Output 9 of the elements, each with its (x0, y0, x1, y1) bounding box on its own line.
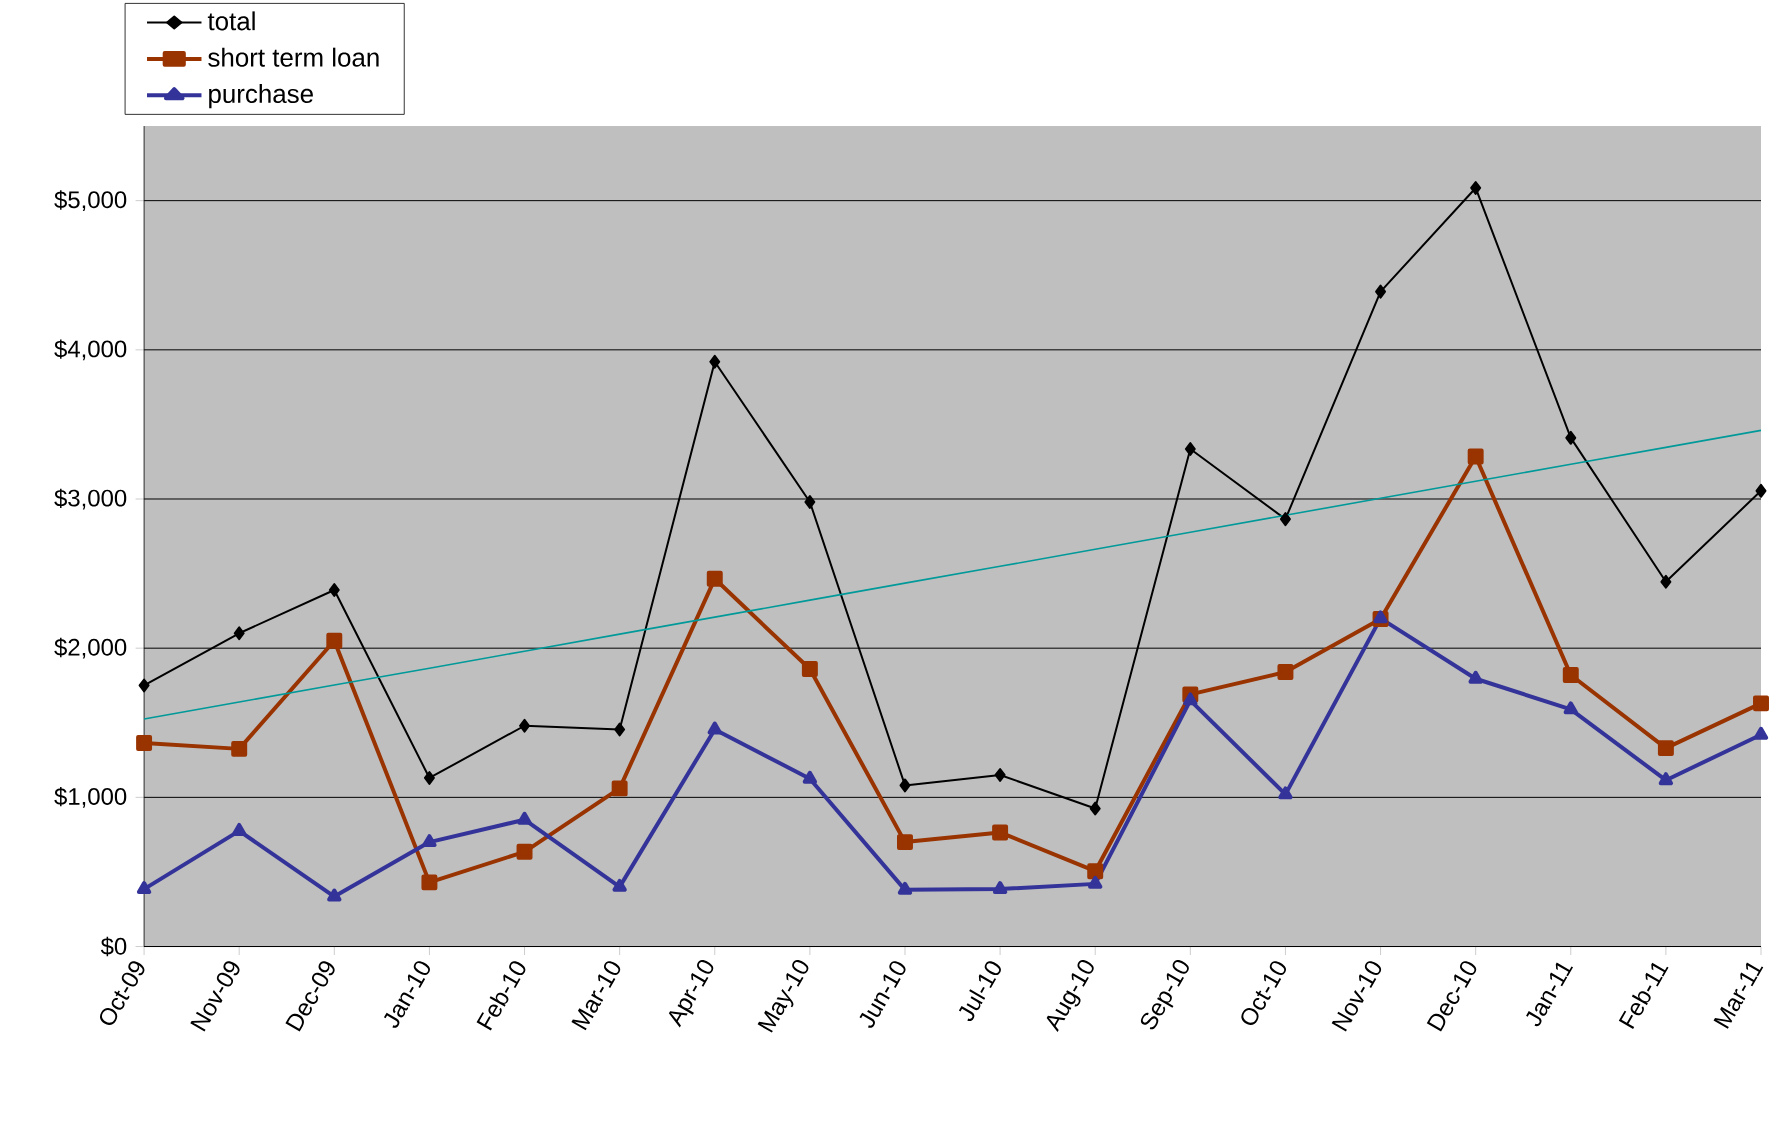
legend-label: short term loan (208, 47, 379, 67)
y-tick-label: $4,000 (54, 339, 127, 361)
y-tick-label: $1,000 (54, 787, 127, 808)
legend-label: total (207, 11, 255, 31)
y-tick-label: $5,000 (54, 190, 127, 212)
y-tick-label: $0 (100, 937, 127, 957)
y-tick-label: $3,000 (54, 488, 127, 510)
y-tick-label: $2,000 (54, 637, 127, 659)
legend-label: purchase (209, 84, 313, 109)
